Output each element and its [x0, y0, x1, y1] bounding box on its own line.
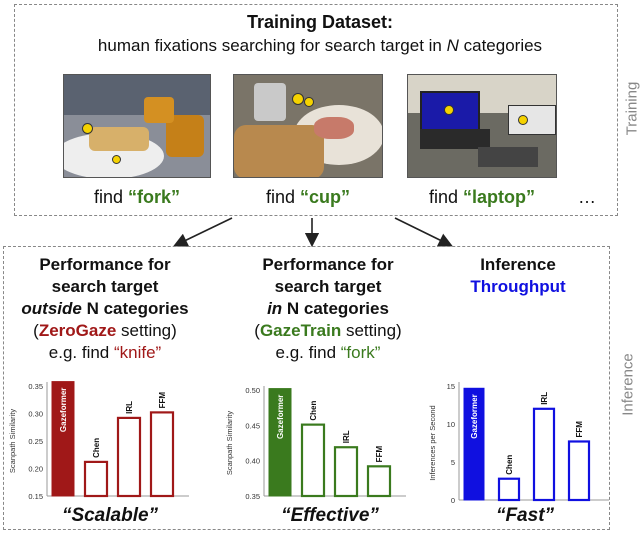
- bar-label-chen: Chen: [92, 438, 101, 458]
- y-tick-label: 0: [451, 496, 455, 505]
- find-laptop-label: find “laptop”: [428, 187, 536, 207]
- bar-irl: [333, 446, 359, 498]
- bar-chen: [497, 477, 521, 502]
- bar-gazeformer: [268, 388, 292, 497]
- bar-label-irl: IRL: [540, 392, 549, 405]
- bar-label-gazeformer: Gazeformer: [276, 395, 285, 439]
- training-title: Training Dataset:: [246, 12, 394, 32]
- fast-slogan: “Fast”: [495, 505, 555, 526]
- training-subtitle: human fixations searching for search tar…: [97, 36, 543, 55]
- arrow-left: [173, 217, 233, 247]
- bar-ffm: [567, 440, 591, 502]
- y-tick-label: 0.15: [28, 492, 43, 501]
- bar-label-irl: IRL: [342, 430, 351, 443]
- find-cup-label: find “cup”: [265, 187, 351, 207]
- throughput-chart: 0 5 10 15 Inferences per Second Gazeformer Che…: [428, 382, 609, 505]
- y-tick-label: 15: [447, 382, 455, 391]
- y-tick-label: 0.30: [28, 410, 43, 419]
- bar-chen: [83, 460, 109, 498]
- gazetrain-chart: 0.35 0.40 0.45 0.50 Scanpath Similarity Gazef…: [225, 386, 406, 501]
- bar-label-gazeformer: Gazeformer: [470, 394, 479, 438]
- zerogaze-chart: 0.15 0.20 0.25 0.30 0.35 Scanpath Similarity G…: [8, 381, 189, 501]
- effective-slogan: “Effective”: [281, 505, 379, 526]
- training-side-label: Training: [623, 81, 640, 136]
- laptop-photo: [407, 74, 557, 178]
- arrow-right: [394, 217, 453, 247]
- y-tick-label: 0.25: [28, 437, 43, 446]
- y-tick-label: 10: [447, 420, 455, 429]
- breakfast-photo: [63, 74, 211, 178]
- zerogaze-header: Performance for search target outside N …: [21, 255, 189, 362]
- y-axis-label: Scanpath Similarity: [8, 409, 17, 473]
- bar-label-ffm: FFM: [575, 421, 584, 438]
- inference-panel: [3, 246, 610, 530]
- find-fork-label: find “fork”: [93, 187, 181, 207]
- bar-chen: [300, 423, 326, 498]
- inference-side-label: Inference: [619, 353, 637, 416]
- bar-label-chen: Chen: [309, 401, 318, 421]
- bar-ffm: [366, 465, 392, 498]
- bar-label-gazeformer: Gazeformer: [59, 388, 68, 432]
- y-tick-label: 0.45: [245, 421, 260, 430]
- y-tick-label: 0.20: [28, 465, 43, 474]
- bar-ffm: [149, 411, 175, 498]
- ellipsis: …: [578, 187, 596, 207]
- y-tick-label: 5: [451, 458, 455, 467]
- bar-label-ffm: FFM: [375, 446, 384, 463]
- meal-photo: [233, 74, 383, 178]
- bar-gazeformer: [463, 387, 485, 501]
- y-tick-label: 0.40: [245, 457, 260, 466]
- y-tick-label: 0.35: [245, 492, 260, 501]
- y-tick-label: 0.35: [28, 382, 43, 391]
- throughput-header: Inference Throughput: [470, 255, 566, 296]
- bar-label-irl: IRL: [125, 401, 134, 414]
- bar-label-ffm: FFM: [158, 392, 167, 409]
- bar-label-chen: Chen: [505, 455, 514, 475]
- y-axis-label: Inferences per Second: [428, 405, 437, 480]
- y-tick-label: 0.50: [245, 386, 260, 395]
- y-axis-label: Scanpath Similarity: [225, 411, 234, 475]
- bar-irl: [116, 416, 142, 498]
- gazetrain-header: Performance for search target in N categ…: [254, 255, 402, 362]
- scalable-slogan: “Scalable”: [61, 505, 159, 526]
- training-panel: [14, 4, 618, 216]
- bar-irl: [532, 407, 556, 502]
- bar-gazeformer: [51, 381, 75, 497]
